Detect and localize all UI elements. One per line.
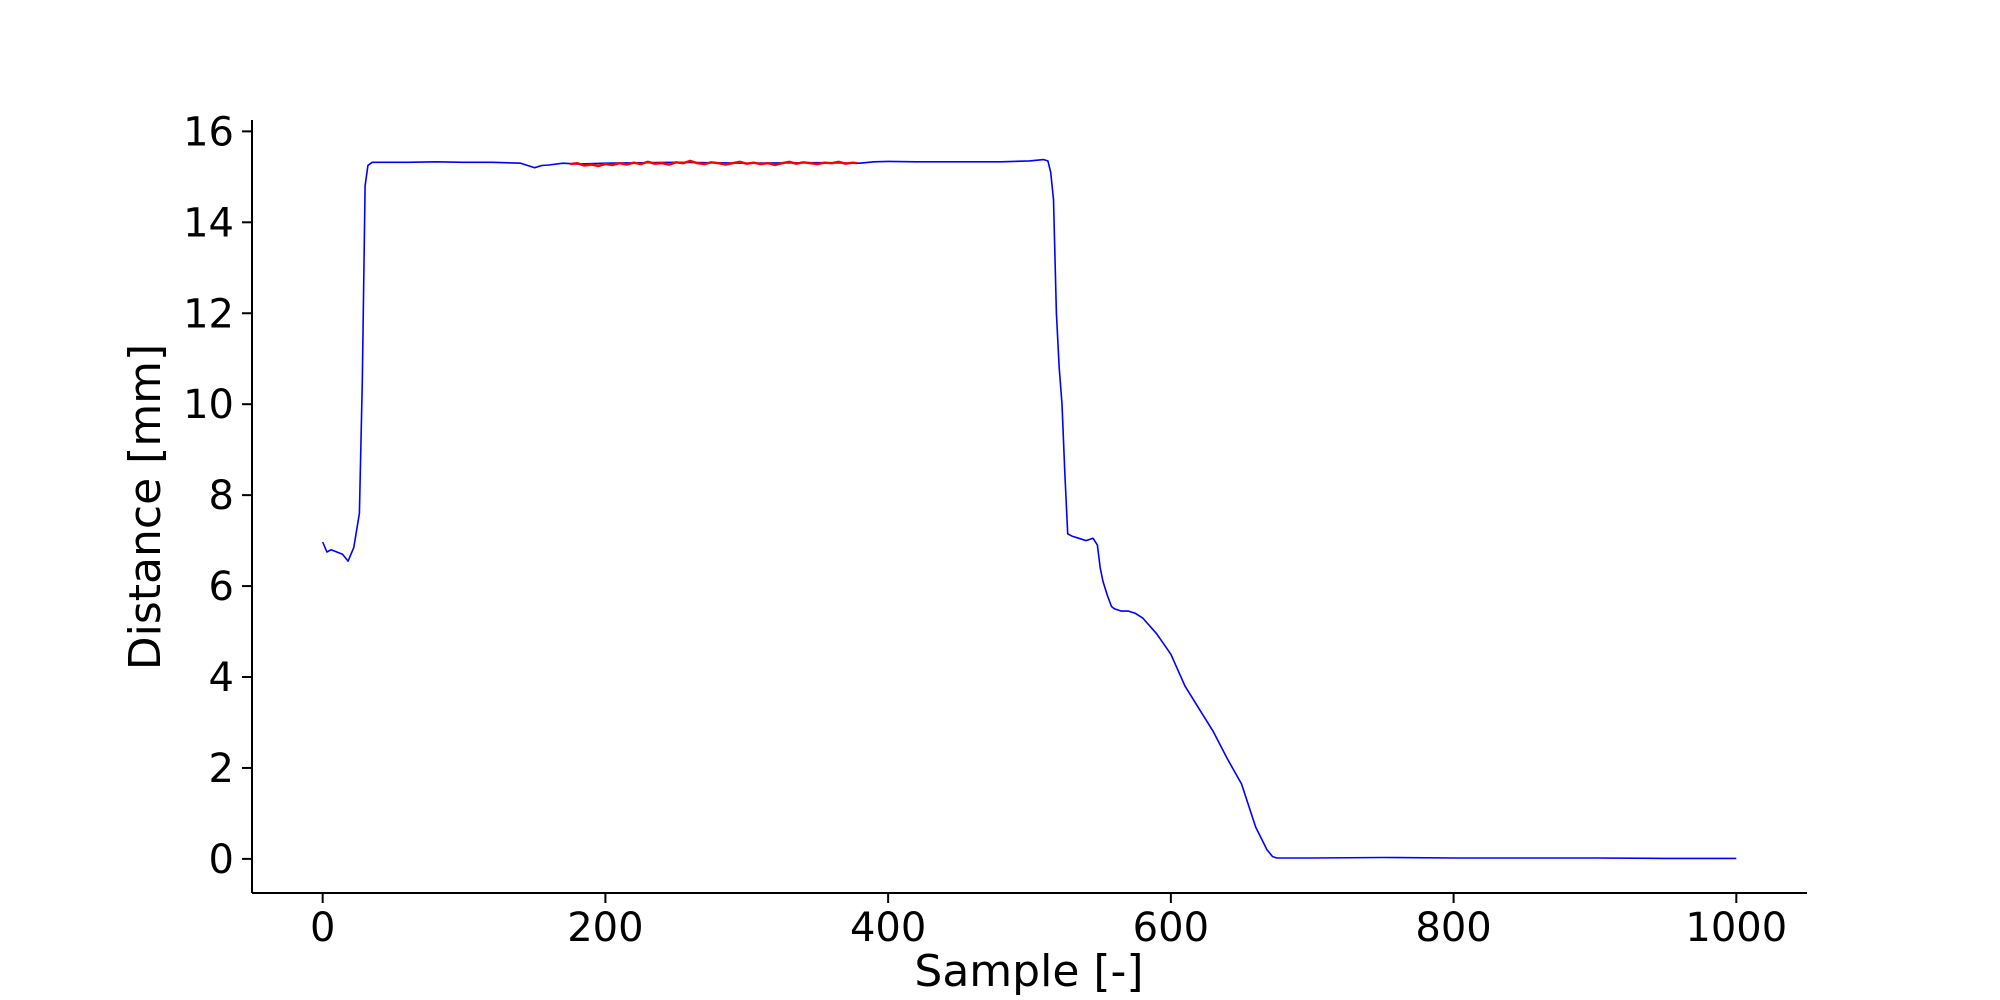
- y-tick-label: 0: [209, 837, 234, 883]
- y-tick-label: 4: [209, 655, 234, 701]
- x-tick-label: 600: [1133, 905, 1209, 951]
- series-line-red: [569, 159, 858, 168]
- y-tick-label: 8: [209, 473, 234, 519]
- y-tick-label: 14: [183, 200, 234, 246]
- y-axis-label: Distance [mm]: [120, 344, 171, 670]
- x-tick-label: 1000: [1685, 905, 1787, 951]
- x-tick-label: 400: [850, 905, 926, 951]
- y-tick-label: 6: [209, 564, 234, 610]
- y-tick-label: 10: [183, 382, 234, 428]
- y-ticks: 0 2 4 6 8 10 12 14 16: [183, 109, 252, 883]
- x-tick-label: 800: [1415, 905, 1491, 951]
- x-ticks: 0 200 400 600 800 1000: [310, 893, 1787, 951]
- series-line-blue: [321, 158, 1737, 860]
- y-tick-label: 2: [209, 746, 234, 792]
- x-tick-label: 0: [310, 905, 335, 951]
- x-tick-label: 200: [567, 905, 643, 951]
- y-tick-label: 16: [183, 109, 234, 155]
- series-layer: [321, 158, 1737, 860]
- x-axis-label: Sample [-]: [914, 946, 1143, 997]
- y-tick-label: 12: [183, 291, 234, 337]
